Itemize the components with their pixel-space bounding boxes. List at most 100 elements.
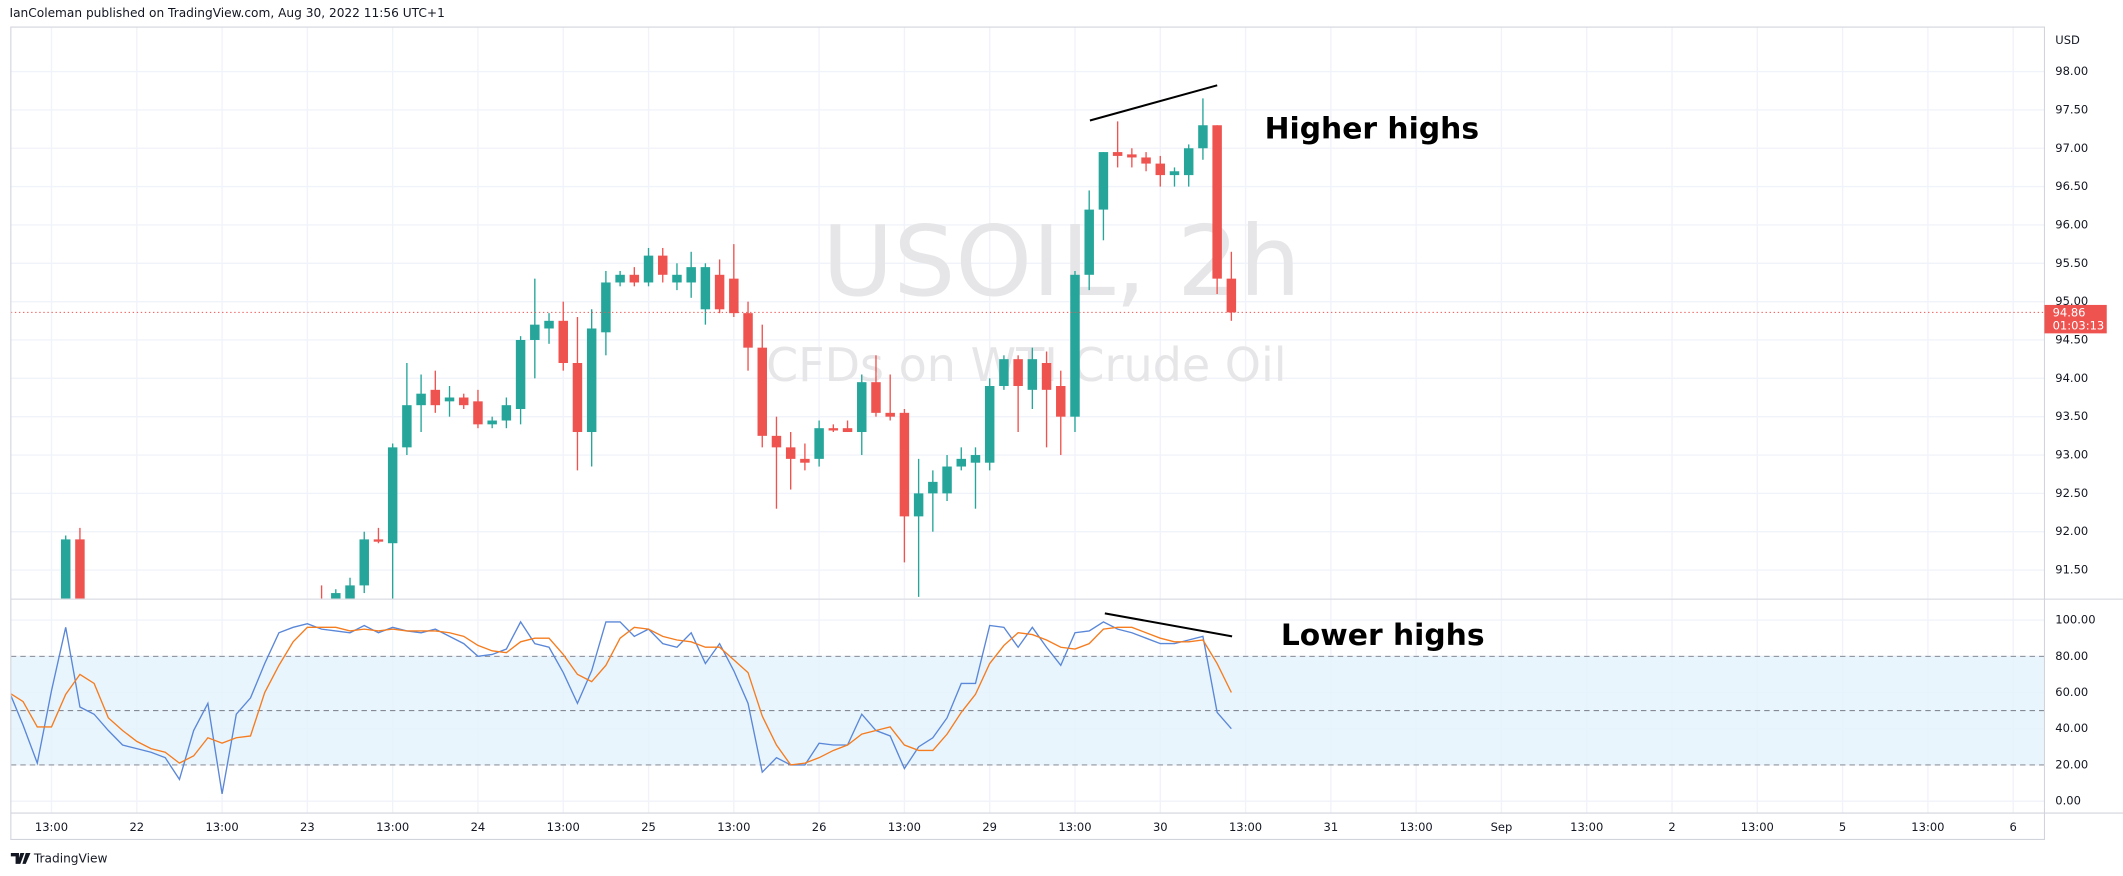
candle-body [1127, 154, 1137, 158]
candle-body [686, 267, 696, 283]
header: IanColeman published on TradingView.com,… [9, 6, 444, 20]
candle-body [402, 405, 412, 448]
y-tick-label: 95.50 [2055, 256, 2088, 270]
candle-body [359, 539, 369, 586]
y-tick-label: 94.00 [2055, 371, 2088, 385]
x-tick-label: 24 [471, 820, 486, 834]
x-tick-label: 5 [1839, 820, 1846, 834]
x-tick-label: 2 [1668, 820, 1675, 834]
annotation: Lower highs [1281, 618, 1485, 653]
y-tick-label: 93.00 [2055, 448, 2088, 462]
y-tick-label: 0.00 [2055, 794, 2081, 808]
candle-body [942, 466, 952, 494]
x-tick-label: 13:00 [1570, 820, 1603, 834]
last-price-label: 94.86 [2053, 306, 2086, 320]
last-price-box [2044, 304, 2107, 334]
candle-body [373, 539, 384, 542]
candle-body [515, 339, 526, 410]
y-tick-label: 92.00 [2055, 524, 2088, 538]
candle-body [857, 382, 867, 433]
candle-body [771, 435, 782, 448]
candle-body [430, 389, 441, 406]
candle-body [785, 447, 796, 459]
stoch-line [10, 626, 1232, 766]
candle-body [629, 274, 640, 283]
candle-body [658, 255, 668, 275]
annotation: Higher highs [1265, 111, 1479, 146]
countdown-label: 01:03:13 [2053, 318, 2105, 332]
candle-body [913, 493, 924, 517]
candle-body [615, 274, 625, 283]
candle-body [1041, 362, 1052, 390]
x-tick-label: 13:00 [1741, 820, 1774, 834]
candle-body [1027, 359, 1038, 390]
candle-body [871, 382, 881, 413]
candle-body [1155, 163, 1166, 176]
candle-body [643, 255, 654, 283]
candle-body [1013, 359, 1023, 387]
y-tick-label: 20.00 [2055, 757, 2088, 771]
y-tick-label: 96.00 [2055, 217, 2088, 231]
x-tick-label: 13:00 [717, 820, 750, 834]
footer: TradingView [33, 852, 108, 866]
x-tick-label: 13:00 [1058, 820, 1091, 834]
x-tick-label: 25 [641, 820, 656, 834]
frame [10, 26, 2046, 840]
pane-marks [10, 620, 2045, 795]
x-tick-label: 13:00 [206, 820, 239, 834]
pane-marks [10, 98, 2045, 599]
y-tick-label: 100.00 [2055, 613, 2095, 627]
y-tick-label: 96.50 [2055, 179, 2088, 193]
candle-body [743, 313, 753, 348]
candle-body [1056, 386, 1066, 417]
x-tick-label: 13:00 [888, 820, 921, 834]
candle-body [842, 428, 853, 433]
candle-body [601, 282, 611, 333]
candle-body [1169, 171, 1180, 176]
candle-body [345, 585, 355, 599]
candle-body [899, 412, 910, 517]
y-tick-label: 80.00 [2055, 649, 2088, 663]
candle-body [416, 393, 426, 406]
x-tick-label: 13:00 [1400, 820, 1433, 834]
currency: USD [2055, 33, 2080, 47]
x-tick-label: 13:00 [1229, 820, 1262, 834]
candle-body [558, 320, 568, 363]
candle-body [444, 397, 455, 402]
candle-body [970, 455, 981, 463]
candle-body [544, 320, 554, 329]
candle-body [473, 401, 483, 425]
y-tick-label: 40.00 [2055, 721, 2088, 735]
candle-body [331, 593, 341, 599]
logo: TradingView [10, 852, 108, 866]
candle-body [1070, 274, 1080, 417]
candle-body [672, 274, 682, 283]
candle-body [1198, 125, 1208, 149]
y-tick-label: 60.00 [2055, 685, 2088, 699]
candle-body [1084, 209, 1094, 275]
candle-body [814, 428, 824, 459]
marks [10, 98, 2045, 795]
x-tick-label: 31 [1324, 820, 1339, 834]
candle-body [999, 359, 1009, 387]
candle-body [1183, 148, 1194, 176]
y-tick-label: 94.50 [2055, 332, 2088, 346]
candle-body [757, 347, 767, 436]
candle-body [1112, 152, 1123, 156]
x-tick-label: 13:00 [547, 820, 580, 834]
candle-body [487, 420, 497, 425]
x-tick-label: 23 [300, 820, 315, 834]
candle-body [586, 328, 597, 433]
watermark-description: CFDs on WTI Crude Oil [766, 338, 1287, 392]
y-tick-label: 97.00 [2055, 141, 2088, 155]
candle-body [458, 397, 469, 406]
candle-body [928, 481, 938, 494]
candle-body [60, 539, 71, 599]
x-tick-label: 13:00 [35, 820, 68, 834]
candle-body [885, 412, 895, 417]
candle-body [1226, 278, 1237, 313]
candle-body [729, 278, 739, 314]
candle-body [501, 405, 512, 421]
